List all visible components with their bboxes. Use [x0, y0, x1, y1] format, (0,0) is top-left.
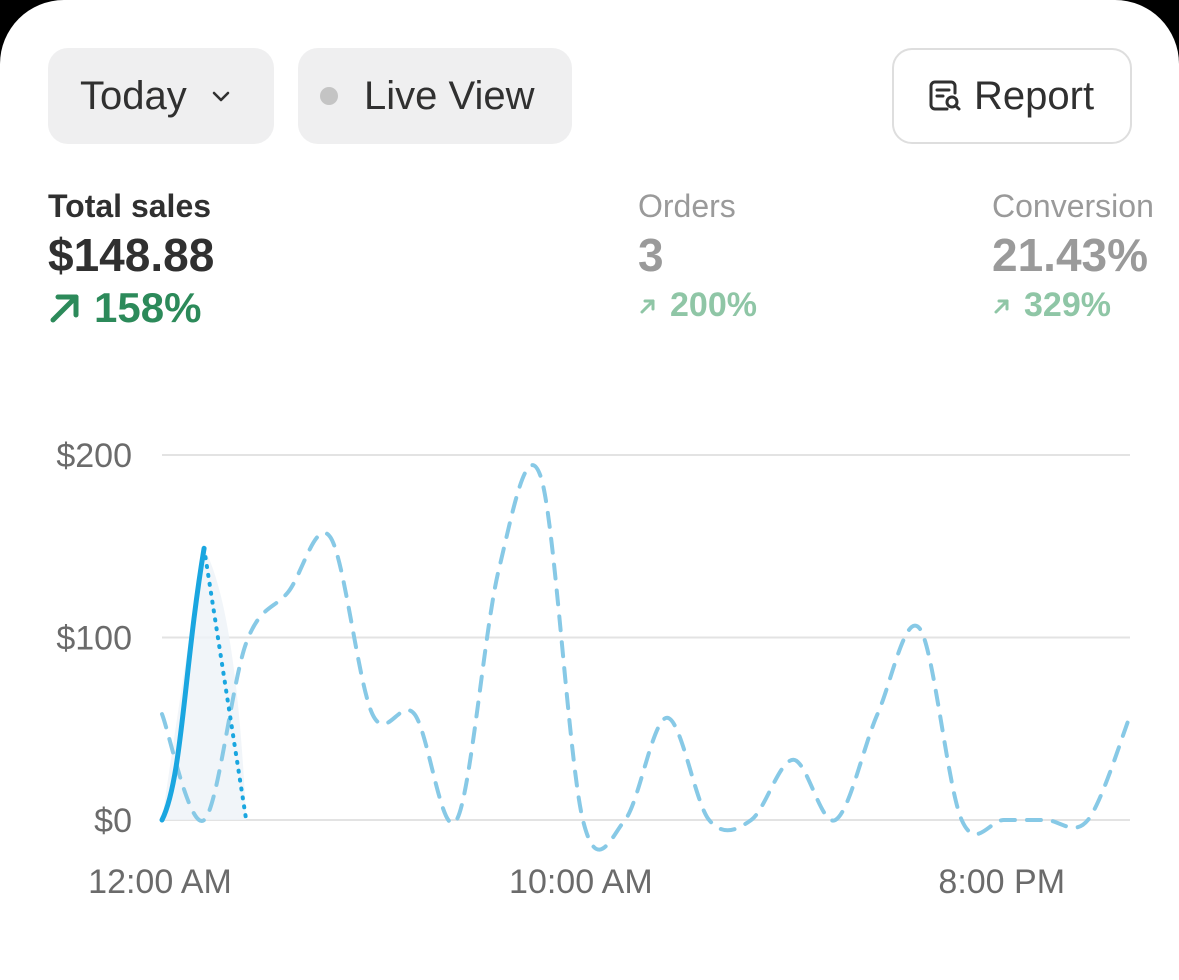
date-range-label: Today	[80, 73, 187, 118]
current-area-fill	[162, 548, 247, 820]
date-range-dropdown[interactable]: Today	[48, 48, 274, 144]
report-button[interactable]: Report	[892, 48, 1132, 144]
metric-value: 21.43%	[992, 229, 1149, 281]
metric-value: 3	[638, 229, 664, 281]
current-series-line	[159, 545, 207, 823]
report-search-icon	[929, 80, 961, 111]
sales-line-chart[interactable]: $200 $100 $0 12:00 AM 10:00 AM 8:00 PM	[0, 400, 1179, 920]
y-tick-label: $100	[56, 620, 132, 658]
metric-label: Conversion	[992, 188, 1154, 224]
arrow-up-right-icon	[50, 294, 79, 323]
metric-label: Total sales	[48, 188, 212, 224]
live-view-label: Live View	[364, 73, 535, 118]
comparison-series-line	[160, 463, 1132, 852]
y-tick-label: $0	[94, 802, 132, 840]
x-tick-label: 10:00 AM	[509, 863, 653, 901]
live-status-dot	[320, 87, 338, 105]
report-label: Report	[974, 73, 1095, 118]
metric-change-value: 329%	[1024, 286, 1111, 324]
metric-change-value: 158%	[94, 284, 202, 331]
metric-conversion[interactable]: Conversion 21.43% 329%	[992, 186, 1154, 325]
x-tick-label: 12:00 AM	[88, 863, 232, 901]
metric-change-value: 200%	[670, 286, 757, 324]
metric-change: 329%	[992, 286, 1154, 325]
projected-series-line	[202, 546, 249, 822]
y-tick-label: $200	[56, 437, 132, 475]
chevron-down-icon	[212, 91, 230, 102]
metric-orders[interactable]: Orders 3 200%	[638, 186, 757, 325]
metric-value: $148.88	[48, 229, 215, 281]
metric-change: 200%	[638, 286, 757, 325]
metric-change: 158%	[48, 284, 214, 332]
metric-label: Orders	[638, 188, 736, 224]
x-tick-label: 8:00 PM	[938, 863, 1065, 901]
arrow-up-right-icon	[640, 299, 655, 313]
arrow-up-right-icon	[994, 299, 1009, 313]
live-view-button[interactable]: Live View	[298, 48, 572, 144]
metric-total-sales[interactable]: Total sales $148.88 158%	[48, 186, 214, 332]
